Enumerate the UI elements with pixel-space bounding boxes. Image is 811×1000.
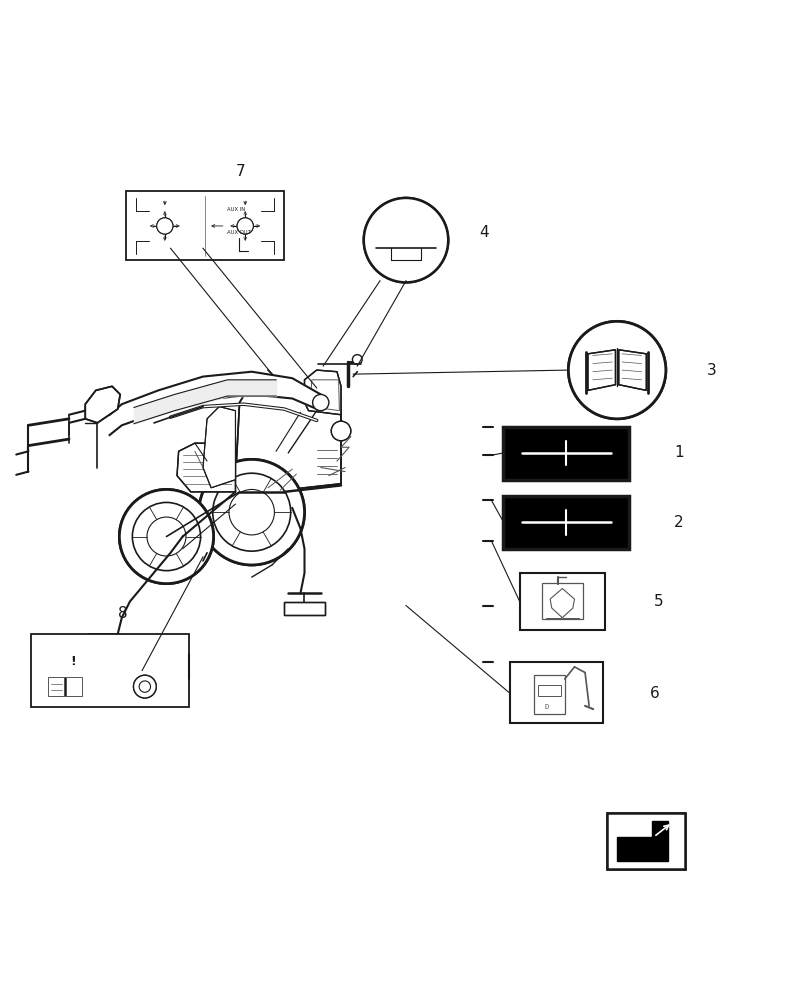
Text: 3: 3 [706,363,715,378]
Bar [538,685,560,696]
Bar [66,677,82,696]
Circle shape [147,517,186,556]
Bar [31,634,189,707]
Polygon shape [618,350,646,390]
Text: AUX OUT: AUX OUT [227,230,251,235]
Circle shape [331,421,350,441]
Circle shape [119,489,213,584]
Polygon shape [85,386,120,423]
Text: 8: 8 [118,606,127,621]
Bar [126,191,284,260]
Circle shape [568,321,665,419]
Circle shape [132,502,200,571]
Circle shape [229,489,274,535]
Circle shape [212,473,290,551]
Polygon shape [587,350,615,390]
FancyBboxPatch shape [509,502,622,543]
Polygon shape [177,443,235,492]
Bar [542,583,582,619]
Polygon shape [550,589,574,618]
Circle shape [119,489,213,584]
FancyBboxPatch shape [511,437,524,470]
Polygon shape [304,370,341,415]
Circle shape [157,218,173,234]
Text: 1: 1 [673,445,683,460]
Circle shape [237,218,253,234]
Circle shape [331,421,350,441]
Bar [519,573,604,630]
Circle shape [238,381,249,392]
FancyBboxPatch shape [600,512,608,533]
Bar [607,813,684,869]
Polygon shape [284,601,324,615]
Circle shape [199,459,304,565]
FancyBboxPatch shape [509,433,622,474]
Circle shape [139,681,150,692]
Text: AUX IN: AUX IN [227,207,245,212]
Bar [607,813,684,869]
Circle shape [169,395,180,407]
Polygon shape [203,407,235,488]
FancyBboxPatch shape [595,437,608,470]
FancyBboxPatch shape [595,506,608,539]
Circle shape [568,321,665,419]
Text: 2: 2 [673,515,683,530]
Text: 5: 5 [653,594,663,609]
FancyBboxPatch shape [511,506,524,539]
FancyBboxPatch shape [516,512,524,533]
Text: D: D [543,704,548,710]
Text: 7: 7 [235,164,245,179]
Text: !: ! [71,655,76,668]
Polygon shape [616,821,667,861]
Circle shape [352,355,362,364]
Text: 6: 6 [649,686,659,701]
Polygon shape [49,637,98,670]
Bar [48,677,64,696]
Circle shape [363,198,448,282]
Circle shape [133,675,156,698]
Circle shape [363,198,448,282]
Circle shape [312,394,328,411]
Bar [503,427,629,480]
FancyBboxPatch shape [516,443,524,464]
Circle shape [133,675,156,698]
Bar [503,496,629,549]
FancyBboxPatch shape [600,443,608,464]
Bar [509,662,603,723]
Bar [534,675,564,714]
Polygon shape [85,642,126,654]
Circle shape [237,218,253,234]
Circle shape [157,218,173,234]
Text: 4: 4 [478,225,488,240]
Polygon shape [235,382,341,492]
Circle shape [199,459,304,565]
